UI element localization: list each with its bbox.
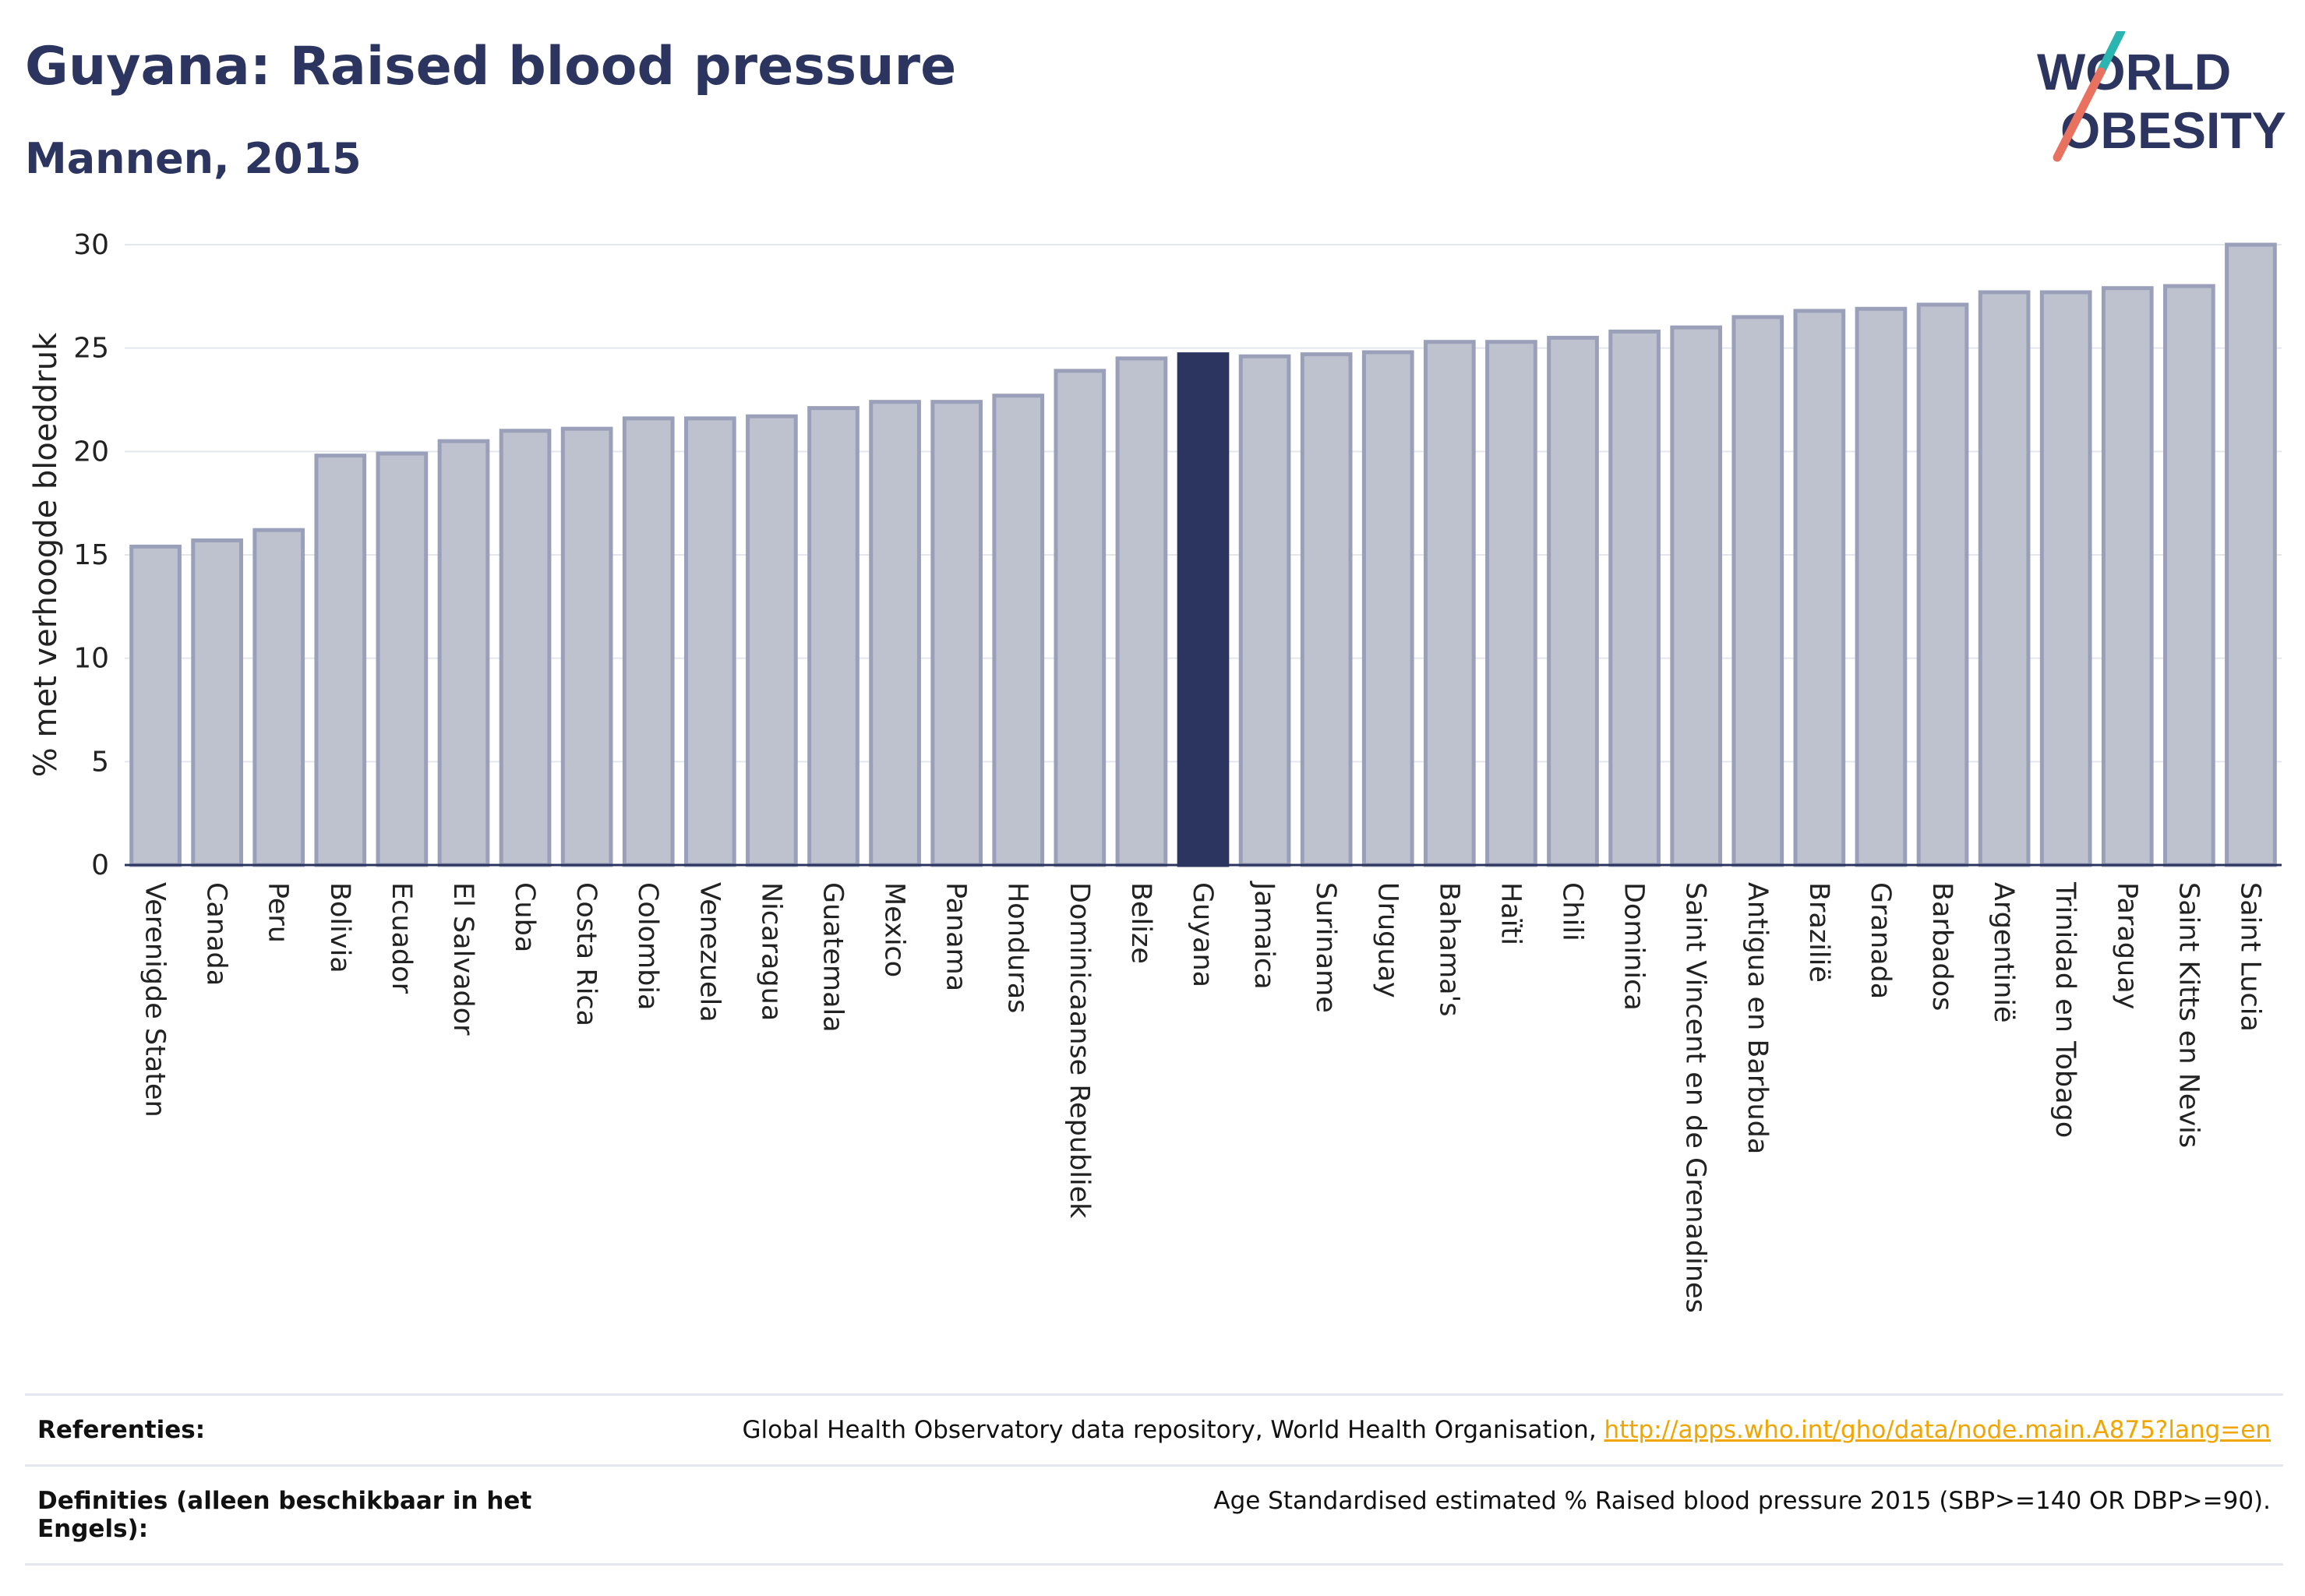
bar-saint-lucia[interactable]	[2225, 242, 2277, 867]
x-tick-label: Dominicaanse Republiek	[1064, 882, 1095, 1219]
x-tick-label: Antigua en Barbuda	[1742, 882, 1773, 1154]
x-tick-label: Trinidad en Tobago	[2049, 881, 2081, 1138]
page-subtitle: Mannen, 2015	[25, 134, 362, 183]
x-tick-label: Cuba	[509, 882, 540, 952]
y-tick-label: 20	[73, 436, 109, 468]
x-tick-label: Verenigde Staten	[139, 882, 171, 1118]
bar-dominica[interactable]	[1608, 329, 1661, 867]
bar-peru[interactable]	[252, 528, 305, 867]
x-tick-label: Barbados	[1926, 882, 1957, 1011]
x-tick-label: Peru	[263, 882, 294, 943]
bar-guyana[interactable]	[1177, 352, 1230, 867]
references-row: Referenties: Global Health Observatory d…	[25, 1393, 2283, 1466]
page-title: Guyana: Raised blood pressure	[25, 36, 957, 97]
references-table: Referenties: Global Health Observatory d…	[25, 1393, 2283, 1566]
y-tick-labels: 0 5 10 15 20 25 30	[73, 229, 109, 881]
x-tick-label: Dominica	[1618, 882, 1650, 1011]
logo-coral-stroke	[2053, 67, 2106, 162]
x-tick-label: Uruguay	[1371, 882, 1403, 998]
logo-line-2: OBESITY	[2060, 101, 2286, 159]
x-tick-label: Ecuador	[386, 882, 417, 994]
x-tick-label: Granada	[1865, 882, 1896, 999]
y-tick-label: 0	[91, 849, 109, 881]
bar-dominicaanse-republiek[interactable]	[1054, 369, 1107, 867]
bar-bolivia[interactable]	[314, 454, 367, 867]
bar-costa-rica[interactable]	[560, 426, 613, 867]
bar-panama[interactable]	[930, 400, 983, 867]
bar-guatemala[interactable]	[807, 406, 860, 867]
definitions-value: Age Standardised estimated % Raised bloo…	[549, 1464, 2283, 1566]
bar-chili[interactable]	[1547, 335, 1599, 867]
x-tick-label: Guyana	[1187, 882, 1218, 987]
x-tick-label: Belize	[1125, 882, 1156, 964]
x-tick-label: Saint Kitts en Nevis	[2173, 882, 2204, 1148]
bar-granada[interactable]	[1855, 306, 1908, 867]
definitions-label: Definities (alleen beschikbaar in het En…	[25, 1464, 549, 1566]
x-tick-label: Mexico	[879, 882, 910, 977]
bar-suriname[interactable]	[1300, 352, 1353, 867]
bar-brazili-[interactable]	[1793, 309, 1846, 867]
bar-trinidad-en-tobago[interactable]	[2039, 290, 2092, 867]
x-tick-labels: Verenigde Staten Canada Peru Bolivia Ecuador…	[139, 881, 2266, 1313]
x-tick-label: Argentinië	[1988, 882, 2019, 1023]
bars	[129, 242, 2277, 867]
x-tick-label: Chili	[1557, 882, 1588, 941]
y-tick-label: 5	[91, 746, 109, 778]
bar-barbados[interactable]	[1916, 302, 1969, 867]
x-tick-label: Costa Rica	[570, 882, 602, 1026]
y-tick-label: 15	[73, 539, 109, 571]
bar-honduras[interactable]	[992, 394, 1045, 867]
logo-line-1: WORLD	[2037, 43, 2231, 101]
x-tick-label: Brazilië	[1803, 882, 1834, 983]
bar-cuba[interactable]	[499, 429, 552, 867]
world-obesity-logo: WORLD OBESITY	[2037, 31, 2286, 162]
bar-belize[interactable]	[1115, 356, 1168, 867]
bar-venezuela[interactable]	[683, 416, 736, 867]
bar-paraguay[interactable]	[2101, 286, 2154, 867]
bar-ha-ti[interactable]	[1485, 340, 1537, 867]
x-tick-label: Panama	[941, 882, 972, 991]
bar-colombia[interactable]	[622, 416, 675, 867]
bar-antigua-en-barbuda[interactable]	[1731, 315, 1784, 867]
x-tick-label: Jamaica	[1248, 881, 1280, 990]
x-tick-label: Guatemala	[817, 882, 848, 1033]
logo-teal-stroke	[2096, 31, 2126, 76]
x-tick-label: Saint Vincent en de Grenadines	[1680, 882, 1711, 1313]
bar-mexico[interactable]	[869, 400, 921, 867]
x-tick-label: Nicaragua	[755, 882, 786, 1021]
bar-jamaica[interactable]	[1238, 354, 1291, 867]
bar-saint-kitts-en-nevis[interactable]	[2163, 284, 2215, 867]
definitions-row: Definities (alleen beschikbaar in het En…	[25, 1464, 2283, 1566]
x-tick-label: Bolivia	[324, 882, 355, 973]
x-tick-label: Canada	[201, 882, 232, 986]
x-tick-label: Venezuela	[694, 882, 725, 1022]
bar-canada[interactable]	[191, 538, 243, 867]
bar-nicaragua[interactable]	[746, 414, 798, 867]
bar-el-salvador[interactable]	[437, 439, 490, 867]
bar-argentini-[interactable]	[1978, 290, 2031, 867]
bar-chart: 0 5 10 15 20 25 30 Verenigde Staten Canada Peru B…	[28, 229, 2282, 1313]
bar-bahama-s[interactable]	[1423, 340, 1476, 867]
y-tick-label: 10	[73, 643, 109, 675]
x-tick-label: El Salvador	[447, 882, 478, 1036]
x-tick-label: Saint Lucia	[2234, 882, 2265, 1032]
x-tick-label: Paraguay	[2111, 882, 2142, 1009]
bar-verenigde-staten[interactable]	[129, 544, 182, 867]
x-tick-label: Honduras	[1002, 882, 1033, 1013]
y-tick-label: 25	[73, 333, 109, 365]
x-tick-label: Suriname	[1310, 882, 1341, 1013]
references-text: Global Health Observatory data repositor…	[742, 1416, 1604, 1444]
x-tick-label: Colombia	[632, 882, 663, 1010]
x-tick-label: Bahama's	[1433, 882, 1464, 1017]
bar-ecuador[interactable]	[376, 451, 429, 867]
references-link[interactable]: http://apps.who.int/gho/data/node.main.A…	[1604, 1416, 2271, 1444]
references-value: Global Health Observatory data repositor…	[549, 1393, 2283, 1466]
y-axis-label: % met verhoogde bloeddruk	[28, 332, 64, 777]
x-tick-label: Haïti	[1495, 882, 1526, 945]
references-label: Referenties:	[25, 1393, 549, 1466]
bar-uruguay[interactable]	[1361, 350, 1414, 867]
bar-saint-vincent-en-de-grenadines[interactable]	[1670, 325, 1723, 867]
y-tick-label: 30	[73, 229, 109, 261]
